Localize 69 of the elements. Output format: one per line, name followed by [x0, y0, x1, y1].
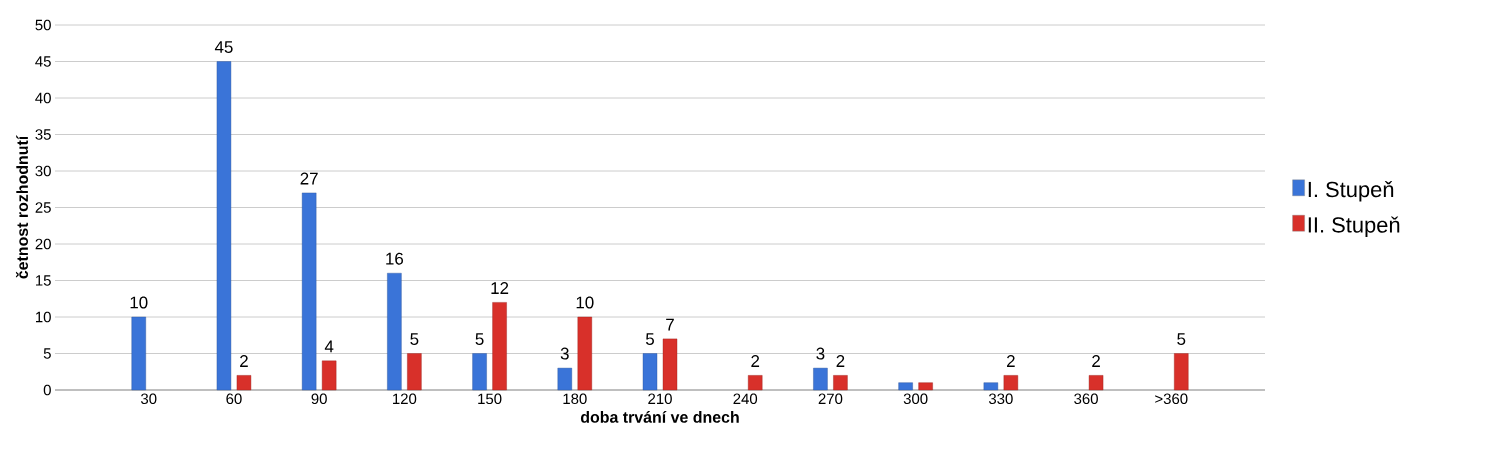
- data-label: 10: [130, 296, 148, 309]
- x-tick-label: 150: [478, 393, 502, 405]
- bar: [833, 375, 848, 391]
- bar: [577, 316, 592, 391]
- y-tick-label: 25: [35, 202, 51, 213]
- bar: [387, 273, 402, 391]
- bar: [1003, 375, 1019, 391]
- bar: [1088, 375, 1104, 391]
- bar: [472, 353, 487, 391]
- bar: [492, 302, 507, 391]
- bar: [813, 367, 828, 391]
- data-label: 3: [560, 347, 569, 360]
- data-label: 5: [475, 333, 484, 345]
- y-tick-label: 10: [36, 311, 51, 323]
- x-tick-label: 60: [226, 393, 242, 405]
- data-label: 5: [1177, 333, 1186, 345]
- y-tick-label: 30: [35, 165, 51, 177]
- data-label: 5: [410, 333, 419, 345]
- data-label: 2: [240, 355, 248, 367]
- data-label: 4: [324, 340, 334, 353]
- data-label: 16: [386, 252, 404, 265]
- x-tick-label: 210: [648, 393, 672, 405]
- y-tick-label: 50: [35, 19, 51, 31]
- x-axis-title: doba trvání ve dnech: [580, 410, 739, 423]
- bar: [662, 338, 678, 391]
- x-tick-label: 30: [140, 393, 157, 405]
- data-label: 45: [214, 41, 233, 53]
- bar: [216, 61, 232, 391]
- y-tick-label: 20: [35, 238, 51, 250]
- x-tick-label: 90: [311, 393, 327, 405]
- x-tick-label: 120: [393, 393, 417, 405]
- bar: [898, 382, 913, 391]
- x-tick-label: 270: [818, 393, 843, 405]
- y-tick-label: 35: [35, 129, 51, 140]
- data-label: 5: [645, 333, 654, 345]
- bar: [918, 382, 933, 391]
- bar: [1174, 353, 1189, 391]
- x-tick-label: 330: [988, 393, 1013, 405]
- y-tick-label: 0: [43, 384, 51, 396]
- x-tick-label: 180: [563, 393, 587, 405]
- data-label: 27: [300, 172, 318, 185]
- bar: [748, 375, 763, 391]
- legend-label: I. Stupeň: [1308, 181, 1394, 202]
- y-tick-label: 5: [43, 348, 51, 359]
- bar: [321, 360, 337, 391]
- legend-label: II. Stupeň: [1308, 216, 1400, 237]
- data-label: 2: [1092, 355, 1100, 367]
- bar: [407, 353, 422, 391]
- data-label: 3: [816, 347, 825, 360]
- bar: [301, 192, 317, 391]
- y-tick-label: 45: [35, 56, 51, 67]
- bar: [983, 382, 999, 391]
- y-tick-label: 15: [36, 275, 51, 286]
- x-tick-label: 240: [733, 393, 758, 405]
- data-label: 7: [666, 318, 674, 331]
- x-tick-label: 300: [903, 393, 928, 405]
- data-label: 12: [491, 282, 509, 294]
- y-tick-label: 40: [35, 92, 51, 104]
- x-tick-label: 360: [1074, 393, 1098, 405]
- data-label: 2: [1007, 355, 1015, 367]
- x-tick-label: >360: [1155, 393, 1188, 405]
- data-label: 2: [836, 355, 845, 367]
- data-label: 2: [751, 355, 760, 367]
- data-label: 10: [576, 296, 594, 309]
- bar: [131, 316, 146, 391]
- bar: [642, 353, 658, 391]
- y-axis-title: četnost rozhodnutí: [15, 135, 29, 279]
- bar: [557, 367, 572, 391]
- bar: [236, 375, 252, 391]
